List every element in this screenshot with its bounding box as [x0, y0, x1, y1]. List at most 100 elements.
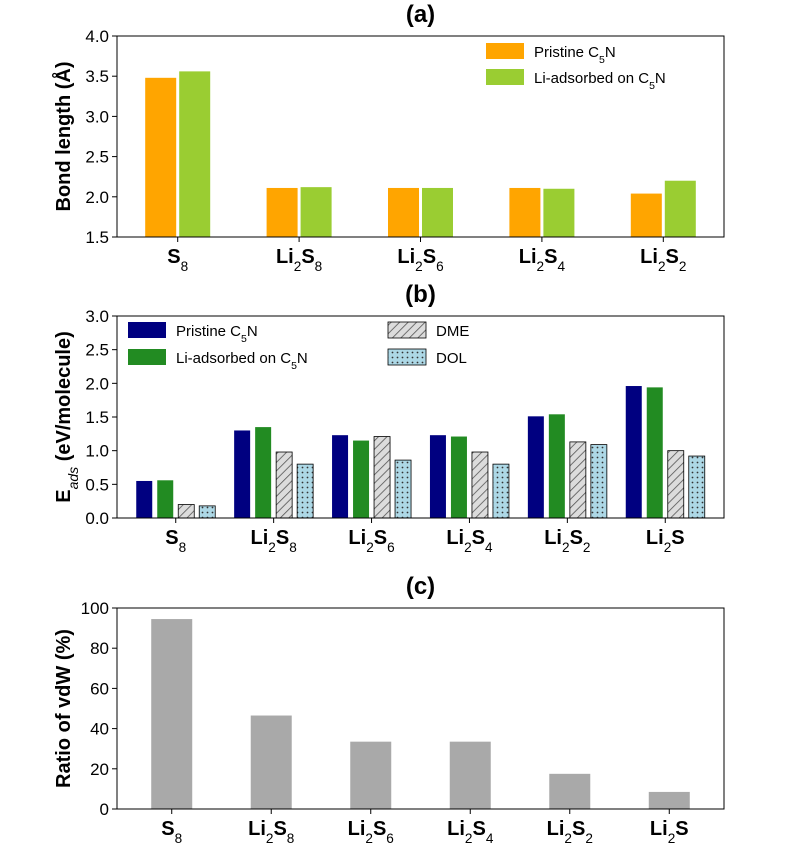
bar-li2s8-series-3	[296, 463, 314, 519]
y-tick-label: 4.0	[85, 27, 109, 46]
x-tick-label-li2s2: Li2S2	[544, 527, 590, 555]
legend-entry: Pristine C5N	[486, 43, 616, 66]
y-tick-label: 1.5	[85, 408, 109, 427]
chart-title: (a)	[406, 1, 435, 28]
y-tick-label: 3.0	[85, 107, 109, 126]
x-tick-label-li2s8: Li2S8	[251, 527, 297, 555]
bar-li2s6-series-3	[394, 459, 412, 519]
bar-li2s6-series-0	[350, 741, 392, 809]
bar-s8-series-1	[179, 71, 211, 237]
bar-s8-series-0	[145, 77, 177, 237]
bar-li2s6-series-1	[353, 440, 370, 518]
x-tick-label-li2s2: Li2S2	[547, 818, 593, 846]
bar-li2s4-series-0	[449, 741, 491, 809]
x-tick-label-li2s: Li2S	[650, 818, 689, 846]
x-tick-label-li2s4: Li2S4	[446, 527, 493, 555]
plot-frame	[116, 315, 725, 519]
legend-entry: Pristine C5N	[128, 322, 258, 345]
y-tick-label: 2.5	[85, 341, 109, 360]
y-tick-label: 0	[100, 800, 109, 819]
x-tick-label-li2s6: Li2S6	[348, 818, 394, 846]
bar-li2s2-series-3	[590, 444, 608, 519]
x-tick-label-s8: S8	[161, 818, 182, 846]
y-axis-label: Eads (eV/molecule)	[53, 331, 81, 503]
bar-li2s4-series-3	[492, 463, 510, 519]
bar-li2s4-series-1	[543, 188, 575, 237]
y-axis-label: Bond length (Å)	[51, 62, 75, 212]
bar-li2s4-series-1	[450, 436, 467, 518]
chart-title: (c)	[406, 573, 435, 600]
y-tick-label: 2.0	[85, 374, 109, 393]
bar-s8-series-1	[157, 480, 174, 518]
bar-li2s8-series-0	[250, 715, 292, 809]
legend-label: DOL	[436, 350, 467, 367]
x-tick-label-s8: S8	[165, 527, 186, 555]
y-tick-label: 0.5	[85, 475, 109, 494]
bar-li2s2-series-2	[569, 441, 587, 519]
bar-li2s4-series-0	[509, 187, 541, 237]
x-tick-label-li2s2: Li2S2	[640, 246, 686, 274]
bar-s8-series-0	[151, 619, 193, 809]
legend-entry: DME	[387, 321, 469, 340]
bar-li2s8-series-0	[266, 187, 298, 237]
x-tick-label-li2s: Li2S	[646, 527, 685, 555]
bar-li2s-series-1	[646, 387, 663, 518]
bar-li2s8-series-1	[255, 427, 272, 518]
legend-swatch	[387, 321, 427, 339]
chart-title: (b)	[405, 281, 436, 308]
y-tick-label: 1.5	[85, 228, 109, 247]
legend-entry: Li-adsorbed on C5N	[128, 349, 308, 372]
bar-s8-series-2	[177, 504, 195, 519]
x-tick-label-li2s6: Li2S6	[348, 527, 394, 555]
legend-swatch	[128, 322, 166, 338]
legend-swatch	[387, 348, 427, 366]
bar-li2s8-series-2	[275, 451, 293, 519]
x-tick-label-li2s6: Li2S6	[397, 246, 443, 274]
bar-li2s6-series-1	[422, 187, 453, 237]
legend-entry: Li-adsorbed on C5N	[486, 69, 666, 92]
bar-li2s-series-3	[688, 455, 706, 519]
legend-entry: DOL	[387, 348, 467, 367]
y-tick-label: 100	[81, 599, 109, 618]
y-tick-label: 60	[90, 679, 109, 698]
plot-frame	[116, 607, 725, 810]
y-tick-label: 2.5	[85, 148, 109, 167]
bar-li2s2-series-0	[630, 193, 662, 237]
legend-label: Li-adsorbed on C5N	[176, 350, 308, 372]
bar-li2s6-series-2	[373, 436, 391, 519]
bar-li2s6-series-0	[332, 435, 349, 518]
bar-li2s-series-0	[648, 791, 690, 809]
y-tick-label: 40	[90, 720, 109, 739]
x-tick-label-s8: S8	[167, 246, 188, 274]
bar-li2s8-series-0	[234, 430, 251, 518]
bar-li2s2-series-1	[548, 414, 565, 518]
legend-label: Li-adsorbed on C5N	[534, 70, 666, 92]
bar-li2s8-series-1	[300, 187, 332, 237]
legend-label: Pristine C5N	[176, 323, 258, 345]
legend-swatch	[486, 43, 524, 59]
y-tick-label: 3.5	[85, 67, 109, 86]
bar-li2s-series-2	[667, 450, 685, 519]
legend-swatch	[486, 69, 524, 85]
bar-li2s2-series-1	[664, 180, 696, 237]
x-tick-label-li2s8: Li2S8	[248, 818, 294, 846]
chart-panel-2: (c) Ratio of vdW (%) 0 20 40 60 80 100 S8 Li2S8 Li…	[53, 573, 725, 846]
plot-frame	[116, 35, 725, 238]
x-tick-label-li2s4: Li2S4	[447, 818, 494, 846]
bar-li2s2-series-0	[549, 773, 591, 809]
y-tick-label: 2.0	[85, 188, 109, 207]
bar-li2s4-series-0	[429, 435, 446, 518]
y-axis-label: Ratio of vdW (%)	[53, 629, 75, 788]
bar-li2s6-series-0	[388, 187, 419, 237]
bar-li2s2-series-0	[527, 416, 544, 518]
legend-label: Pristine C5N	[534, 44, 616, 66]
bar-s8-series-3	[198, 505, 216, 519]
x-tick-label-li2s8: Li2S8	[276, 246, 322, 274]
y-tick-label: 0.0	[85, 509, 109, 528]
y-tick-label: 20	[90, 760, 109, 779]
chart-panel-0: (a) Bond length (Å) 1.5 2.0 2.5 3.0 3.5 4.0 S8 Li…	[51, 1, 725, 274]
x-tick-label-li2s4: Li2S4	[519, 246, 566, 274]
chart-panel-1: (b) Eads (eV/molecule)0.0 0.5 1.0 1.5 2.0 2.5 3…	[53, 281, 725, 555]
legend-label: DME	[436, 323, 469, 340]
